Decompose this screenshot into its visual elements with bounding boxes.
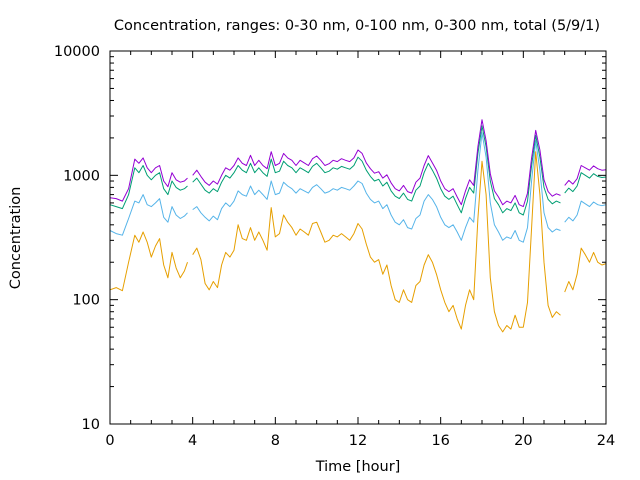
series-line-1: [109, 151, 607, 333]
x-tick-label: 8: [271, 433, 280, 449]
series-line-4: [109, 119, 607, 208]
y-axis-label: Concentration: [8, 187, 24, 290]
y-tick-label: 10000: [54, 44, 100, 60]
chart-title: Concentration, ranges: 0-30 nm, 0-100 nm…: [114, 18, 600, 34]
y-tick-label: 100: [72, 293, 100, 309]
y-tick-label: 1000: [63, 168, 100, 184]
x-tick-label: 20: [514, 433, 532, 449]
x-tick-label: 4: [188, 433, 197, 449]
series-line-3: [109, 125, 607, 216]
x-tick-label: 16: [431, 433, 449, 449]
y-tick-label: 10: [82, 417, 100, 433]
x-tick-label: 24: [597, 433, 615, 449]
x-axis-label: Time [hour]: [315, 459, 401, 475]
x-tick-label: 0: [105, 433, 114, 449]
x-tick-label: 12: [349, 433, 367, 449]
tick-layer: 0 4 8 12 16 20 24 10 100 1000 10000: [54, 44, 615, 449]
series-layer: [109, 119, 607, 333]
plot-area-frame: [109, 50, 607, 425]
series-line-2: [109, 132, 607, 243]
